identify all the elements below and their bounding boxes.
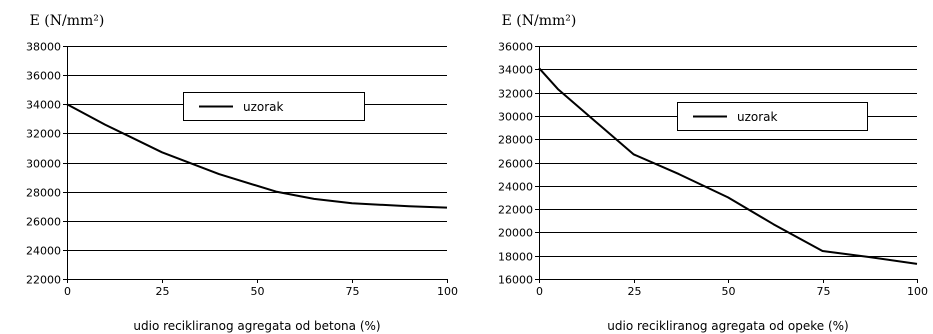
x-tick-label: 0	[536, 285, 543, 298]
series-line-uzorak	[538, 67, 918, 265]
y-tick-label: 30000	[498, 111, 533, 124]
y-tick-label: 24000	[26, 245, 61, 258]
y-tick-label: 26000	[26, 216, 61, 229]
y-tick-label: 36000	[498, 41, 533, 54]
y-axis-label: E (N/mm²)	[502, 13, 577, 29]
y-tick-label: 22000	[26, 274, 61, 287]
y-tick-label: 36000	[26, 70, 61, 83]
x-tick-label: 25	[156, 285, 170, 298]
x-tick-label: 100	[437, 285, 458, 298]
y-tick-label: 16000	[498, 274, 533, 287]
y-tick-label: 38000	[26, 41, 61, 54]
legend-label: uzorak	[243, 100, 284, 114]
x-tick-label: 50	[722, 285, 736, 298]
legend-label: uzorak	[737, 110, 778, 124]
x-tick-label: 75	[817, 285, 831, 298]
y-tick-label: 32000	[26, 128, 61, 141]
chart-2: 16000 18000 20000 22000 24000 26000 28000 30000…	[498, 13, 928, 333]
x-tick-label: 25	[628, 285, 642, 298]
x-axis-label: udio recikliranog agregata od opeke (%)	[607, 319, 848, 333]
y-tick-label: 26000	[498, 158, 533, 171]
chart-1: 22000 24000 26000 28000 30000 32000 34000 36000…	[26, 13, 458, 333]
y-tick-label: 28000	[498, 134, 533, 147]
y-tick-label: 18000	[498, 251, 533, 264]
y-tick-label: 24000	[498, 181, 533, 194]
x-tick-label: 75	[346, 285, 360, 298]
y-tick-label: 30000	[26, 158, 61, 171]
y-tick-label: 28000	[26, 187, 61, 200]
y-tick-label: 22000	[498, 204, 533, 217]
y-tick-label: 34000	[498, 64, 533, 77]
y-tick-label: 34000	[26, 99, 61, 112]
x-tick-label: 100	[907, 285, 928, 298]
x-axis-label: udio recikliranog agregata od betona (%)	[133, 319, 380, 333]
series-line-uzorak	[66, 103, 448, 209]
y-axis-label: E (N/mm²)	[30, 13, 105, 29]
y-tick-label: 20000	[498, 227, 533, 240]
x-tick-label: 0	[64, 285, 71, 298]
y-tick-label: 32000	[498, 88, 533, 101]
x-tick-label: 50	[251, 285, 265, 298]
